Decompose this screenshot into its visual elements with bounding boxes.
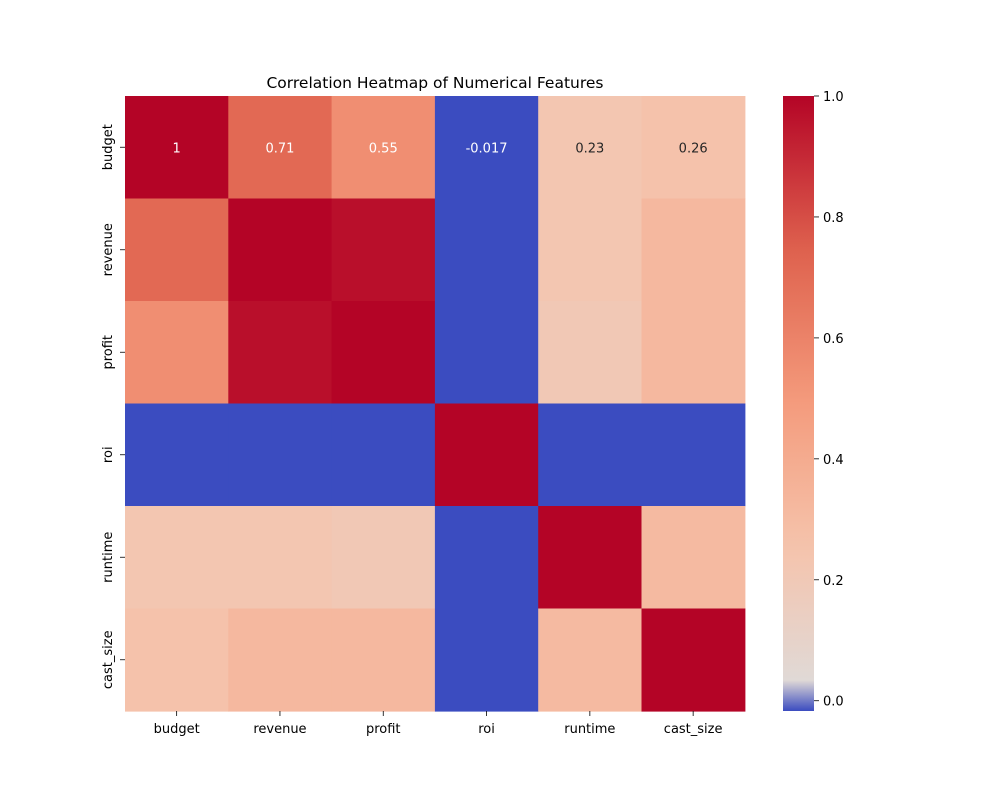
- colorbar: 0.0 0.2 0.4 0.6 0.8 1.0: [783, 90, 844, 711]
- y-tick-label: roi: [101, 446, 116, 463]
- heatmap-cell: [434, 506, 539, 610]
- heatmap-cell: [331, 506, 436, 610]
- y-tick-label: cast_size: [101, 630, 116, 689]
- cell-annotation: 0.71: [265, 141, 294, 156]
- y-tick-label: revenue: [101, 223, 116, 276]
- heatmap-cell: [538, 301, 643, 405]
- heatmap-cell: [125, 96, 229, 200]
- heatmap-cell: [641, 403, 746, 507]
- heatmap-cell: [331, 608, 436, 712]
- heatmap-cell: [125, 608, 229, 712]
- heatmap-cell: [434, 301, 539, 405]
- colorbar-gradient: [783, 96, 814, 711]
- colorbar-tick-label: 0.4: [823, 453, 844, 468]
- heatmap-cell: [125, 403, 229, 507]
- heatmap-cell: [641, 506, 746, 610]
- x-axis: budget revenue profit roi runtime cast_size: [154, 711, 723, 737]
- heatmap-cell: [434, 608, 539, 712]
- heatmap-cell: [228, 96, 333, 200]
- heatmap-cell: [538, 506, 643, 610]
- heatmap-cell: [641, 96, 746, 200]
- heatmap-cell: [228, 506, 333, 610]
- cell-annotation: 1: [173, 141, 181, 156]
- y-tick-label: budget: [101, 124, 116, 170]
- heatmap-cell: [538, 608, 643, 712]
- heatmap-cell: [125, 198, 229, 302]
- x-tick-label: roi: [478, 722, 495, 737]
- colorbar-tick-label: 0.2: [823, 574, 844, 589]
- cell-annotation: -0.017: [466, 141, 508, 156]
- x-tick-label: profit: [366, 722, 401, 737]
- x-tick-label: budget: [154, 722, 200, 737]
- heatmap-cell: [331, 96, 436, 200]
- cell-annotation: 0.23: [575, 141, 604, 156]
- heatmap-cell: [434, 96, 539, 200]
- heatmap-cell: [125, 301, 229, 405]
- colorbar-tick-label: 0.0: [823, 695, 844, 710]
- colorbar-tick-label: 0.8: [823, 211, 844, 226]
- heatmap-cell: [228, 403, 333, 507]
- heatmap-cell: [125, 506, 229, 610]
- heatmap-cell: [641, 608, 746, 712]
- y-tick-label: runtime: [101, 532, 116, 583]
- heatmap-cell: [538, 403, 643, 507]
- cell-annotation: 0.26: [679, 141, 708, 156]
- heatmap-cell: [538, 96, 643, 200]
- heatmap-cells: [125, 96, 746, 712]
- heatmap-cell: [641, 301, 746, 405]
- x-tick-label: cast_size: [664, 722, 723, 737]
- heatmap-cell: [641, 198, 746, 302]
- heatmap-cell: [331, 403, 436, 507]
- colorbar-tick-label: 0.6: [823, 332, 844, 347]
- heatmap-cell: [228, 608, 333, 712]
- x-tick-label: revenue: [253, 722, 306, 737]
- x-tick-label: runtime: [564, 722, 615, 737]
- y-tick-label: profit: [101, 335, 116, 370]
- heatmap-annotations: 1 0.71 0.55 -0.017 0.23 0.26: [173, 141, 708, 156]
- heatmap-cell: [434, 403, 539, 507]
- heatmap-cell: [228, 198, 333, 302]
- colorbar-tick-label: 1.0: [823, 90, 844, 105]
- heatmap-cell: [538, 198, 643, 302]
- heatmap-cell: [331, 301, 436, 405]
- chart-title: Correlation Heatmap of Numerical Feature…: [266, 74, 603, 92]
- heatmap-cell: [228, 301, 333, 405]
- heatmap-cell: [434, 198, 539, 302]
- heatmap-cell: [331, 198, 436, 302]
- y-axis: budget revenue profit roi runtime cast_size: [101, 124, 125, 689]
- cell-annotation: 0.55: [369, 141, 398, 156]
